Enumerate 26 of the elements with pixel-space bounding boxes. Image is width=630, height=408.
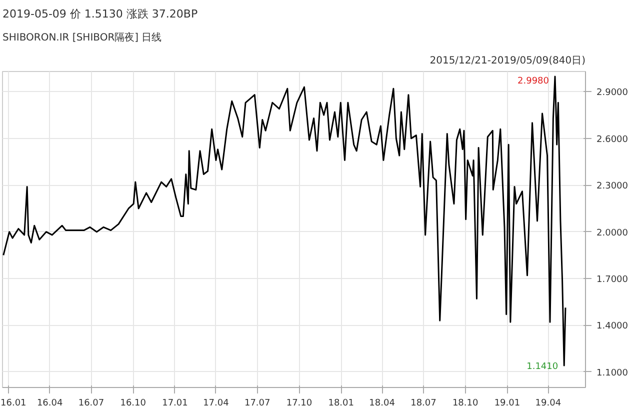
y-tick-label: 2.9000 xyxy=(596,88,628,98)
x-tick-label: 19.04 xyxy=(535,398,562,408)
x-tick-label: 18.07 xyxy=(410,398,436,408)
x-tick-label: 17.04 xyxy=(203,398,230,408)
y-tick-label: 2.6000 xyxy=(596,134,628,145)
y-tick-label: 2.3000 xyxy=(596,182,628,192)
y-tick-label: 2.0000 xyxy=(596,228,628,238)
x-tick-label: 17.07 xyxy=(244,398,270,408)
x-tick-label: 16.04 xyxy=(36,398,63,408)
x-tick-label: 17.10 xyxy=(286,398,312,408)
x-tick-label: 18.04 xyxy=(369,398,396,408)
y-tick-label: 1.1000 xyxy=(596,368,628,378)
text: 2015/12/21-2019/05/09(840日) xyxy=(430,56,586,66)
x-tick-label: 18.10 xyxy=(452,398,479,408)
x-tick-label: 16.01 xyxy=(0,398,26,408)
annotation: 1.1410 xyxy=(526,362,558,372)
x-tick-label: 16.07 xyxy=(78,398,104,408)
chart-title: 2019-05-09 价 1.5130 涨跌 37.20BP xyxy=(2,8,198,20)
x-tick-label: 18.01 xyxy=(328,398,354,408)
x-tick-label: 19.01 xyxy=(494,398,520,408)
y-tick-label: 1.4000 xyxy=(596,322,628,332)
annotation: 2.9980 xyxy=(518,76,550,86)
y-tick-label: 1.7000 xyxy=(596,275,628,286)
x-tick-label: 17.01 xyxy=(162,398,188,408)
x-tick-label: 16.10 xyxy=(120,398,146,408)
chart-subtitle: SHIBORON.IR [SHIBOR隔夜] 日线 xyxy=(2,32,162,44)
